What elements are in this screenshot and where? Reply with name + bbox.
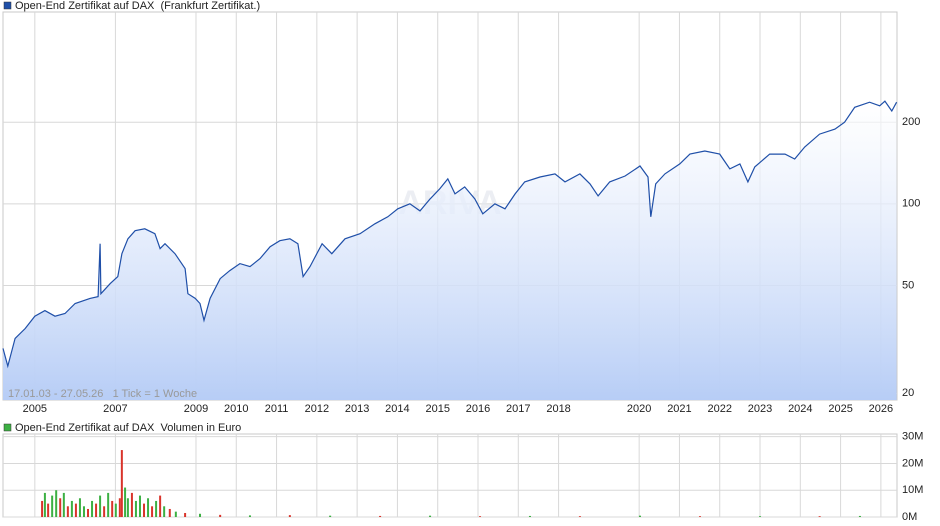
- volume-bar: [66, 506, 69, 517]
- x-tick-label: 2026: [869, 403, 893, 415]
- volume-bar: [638, 515, 641, 517]
- volume-bar: [479, 516, 482, 517]
- volume-bar: [288, 515, 291, 517]
- volume-bar: [95, 503, 98, 517]
- volume-bar: [155, 500, 158, 517]
- volume-bar: [219, 514, 222, 517]
- volume-bar: [91, 500, 94, 517]
- x-tick-label: 2009: [184, 403, 208, 415]
- y-tick-label: 100: [902, 198, 920, 210]
- x-tick-label: 2024: [788, 403, 812, 415]
- x-tick-label: 2007: [103, 403, 127, 415]
- legend-swatch: [3, 423, 12, 432]
- volume-bar: [578, 516, 581, 517]
- x-tick-label: 2012: [305, 403, 329, 415]
- volume-bar: [163, 506, 166, 517]
- volume-bar: [59, 498, 62, 517]
- x-tick-label: 2015: [425, 403, 449, 415]
- x-tick-label: 2005: [23, 403, 47, 415]
- y-tick-label: 10M: [902, 484, 923, 496]
- volume-bar: [130, 492, 133, 517]
- volume-bar: [41, 500, 44, 517]
- volume-bar: [528, 515, 531, 517]
- x-tick-label: 2021: [667, 403, 691, 415]
- range-annotation: 17.01.03 - 27.05.26 1 Tick = 1 Woche: [8, 388, 197, 400]
- volume-bar: [114, 503, 117, 517]
- volume-bar: [818, 516, 821, 517]
- volume-bar: [43, 492, 46, 517]
- volume-bar: [82, 506, 85, 517]
- y-tick-label: 20M: [902, 457, 923, 469]
- volume-bar: [199, 513, 202, 517]
- volume-bar: [47, 503, 50, 517]
- x-tick-label: 2018: [546, 403, 570, 415]
- volume-bar: [138, 495, 141, 517]
- volume-bar: [134, 500, 137, 517]
- x-tick-label: 2014: [385, 403, 409, 415]
- volume-bar: [143, 503, 146, 517]
- x-tick-label: 2010: [224, 403, 248, 415]
- volume-bar: [759, 516, 762, 517]
- y-tick-label: 200: [902, 116, 920, 128]
- volume-bar: [120, 450, 123, 517]
- x-tick-label: 2023: [748, 403, 772, 415]
- x-tick-label: 2017: [506, 403, 530, 415]
- volume-bar: [126, 498, 129, 517]
- y-tick-label: 30M: [902, 431, 923, 443]
- volume-bar: [159, 495, 162, 517]
- y-tick-label: 0M: [902, 511, 917, 523]
- x-tick-label: 2020: [627, 403, 651, 415]
- volume-bar: [248, 515, 251, 517]
- y-tick-label: 20: [902, 387, 914, 399]
- price-line: [2, 100, 898, 369]
- volume-bar: [124, 487, 127, 517]
- y-tick-label: 50: [902, 279, 914, 291]
- volume-bar: [55, 490, 58, 517]
- volume-bar: [151, 506, 154, 517]
- volume-bar: [74, 503, 77, 517]
- volume-bar: [379, 515, 382, 517]
- volume-bar: [118, 498, 121, 517]
- volume-bar: [698, 516, 701, 517]
- volume-bar: [184, 512, 187, 517]
- volume-bar: [107, 492, 110, 517]
- volume-bar: [147, 498, 150, 517]
- x-tick-label: 2022: [707, 403, 731, 415]
- volume-title: Open-End Zertifikat auf DAX Volumen in E…: [15, 422, 241, 434]
- volume-bar: [329, 515, 332, 517]
- price-area: [3, 101, 897, 400]
- x-tick-label: 2011: [265, 403, 289, 415]
- volume-plot: [2, 433, 898, 518]
- volume-bar: [858, 515, 861, 517]
- legend-swatch: [3, 1, 12, 10]
- volume-bar: [429, 515, 432, 517]
- x-tick-label: 2013: [345, 403, 369, 415]
- volume-bar: [111, 500, 114, 517]
- volume-bar: [51, 495, 54, 517]
- volume-bar: [168, 508, 171, 517]
- volume-bar: [87, 508, 90, 517]
- volume-bar: [174, 511, 177, 517]
- legend-label: Open-End Zertifikat auf DAX (Frankfurt Z…: [15, 0, 260, 12]
- volume-bar: [78, 498, 81, 517]
- volume-bar: [103, 506, 106, 517]
- volume-bar: [70, 500, 73, 517]
- x-tick-label: 2016: [466, 403, 490, 415]
- volume-bar: [99, 495, 102, 517]
- x-tick-label: 2025: [828, 403, 852, 415]
- volume-bar: [62, 492, 65, 517]
